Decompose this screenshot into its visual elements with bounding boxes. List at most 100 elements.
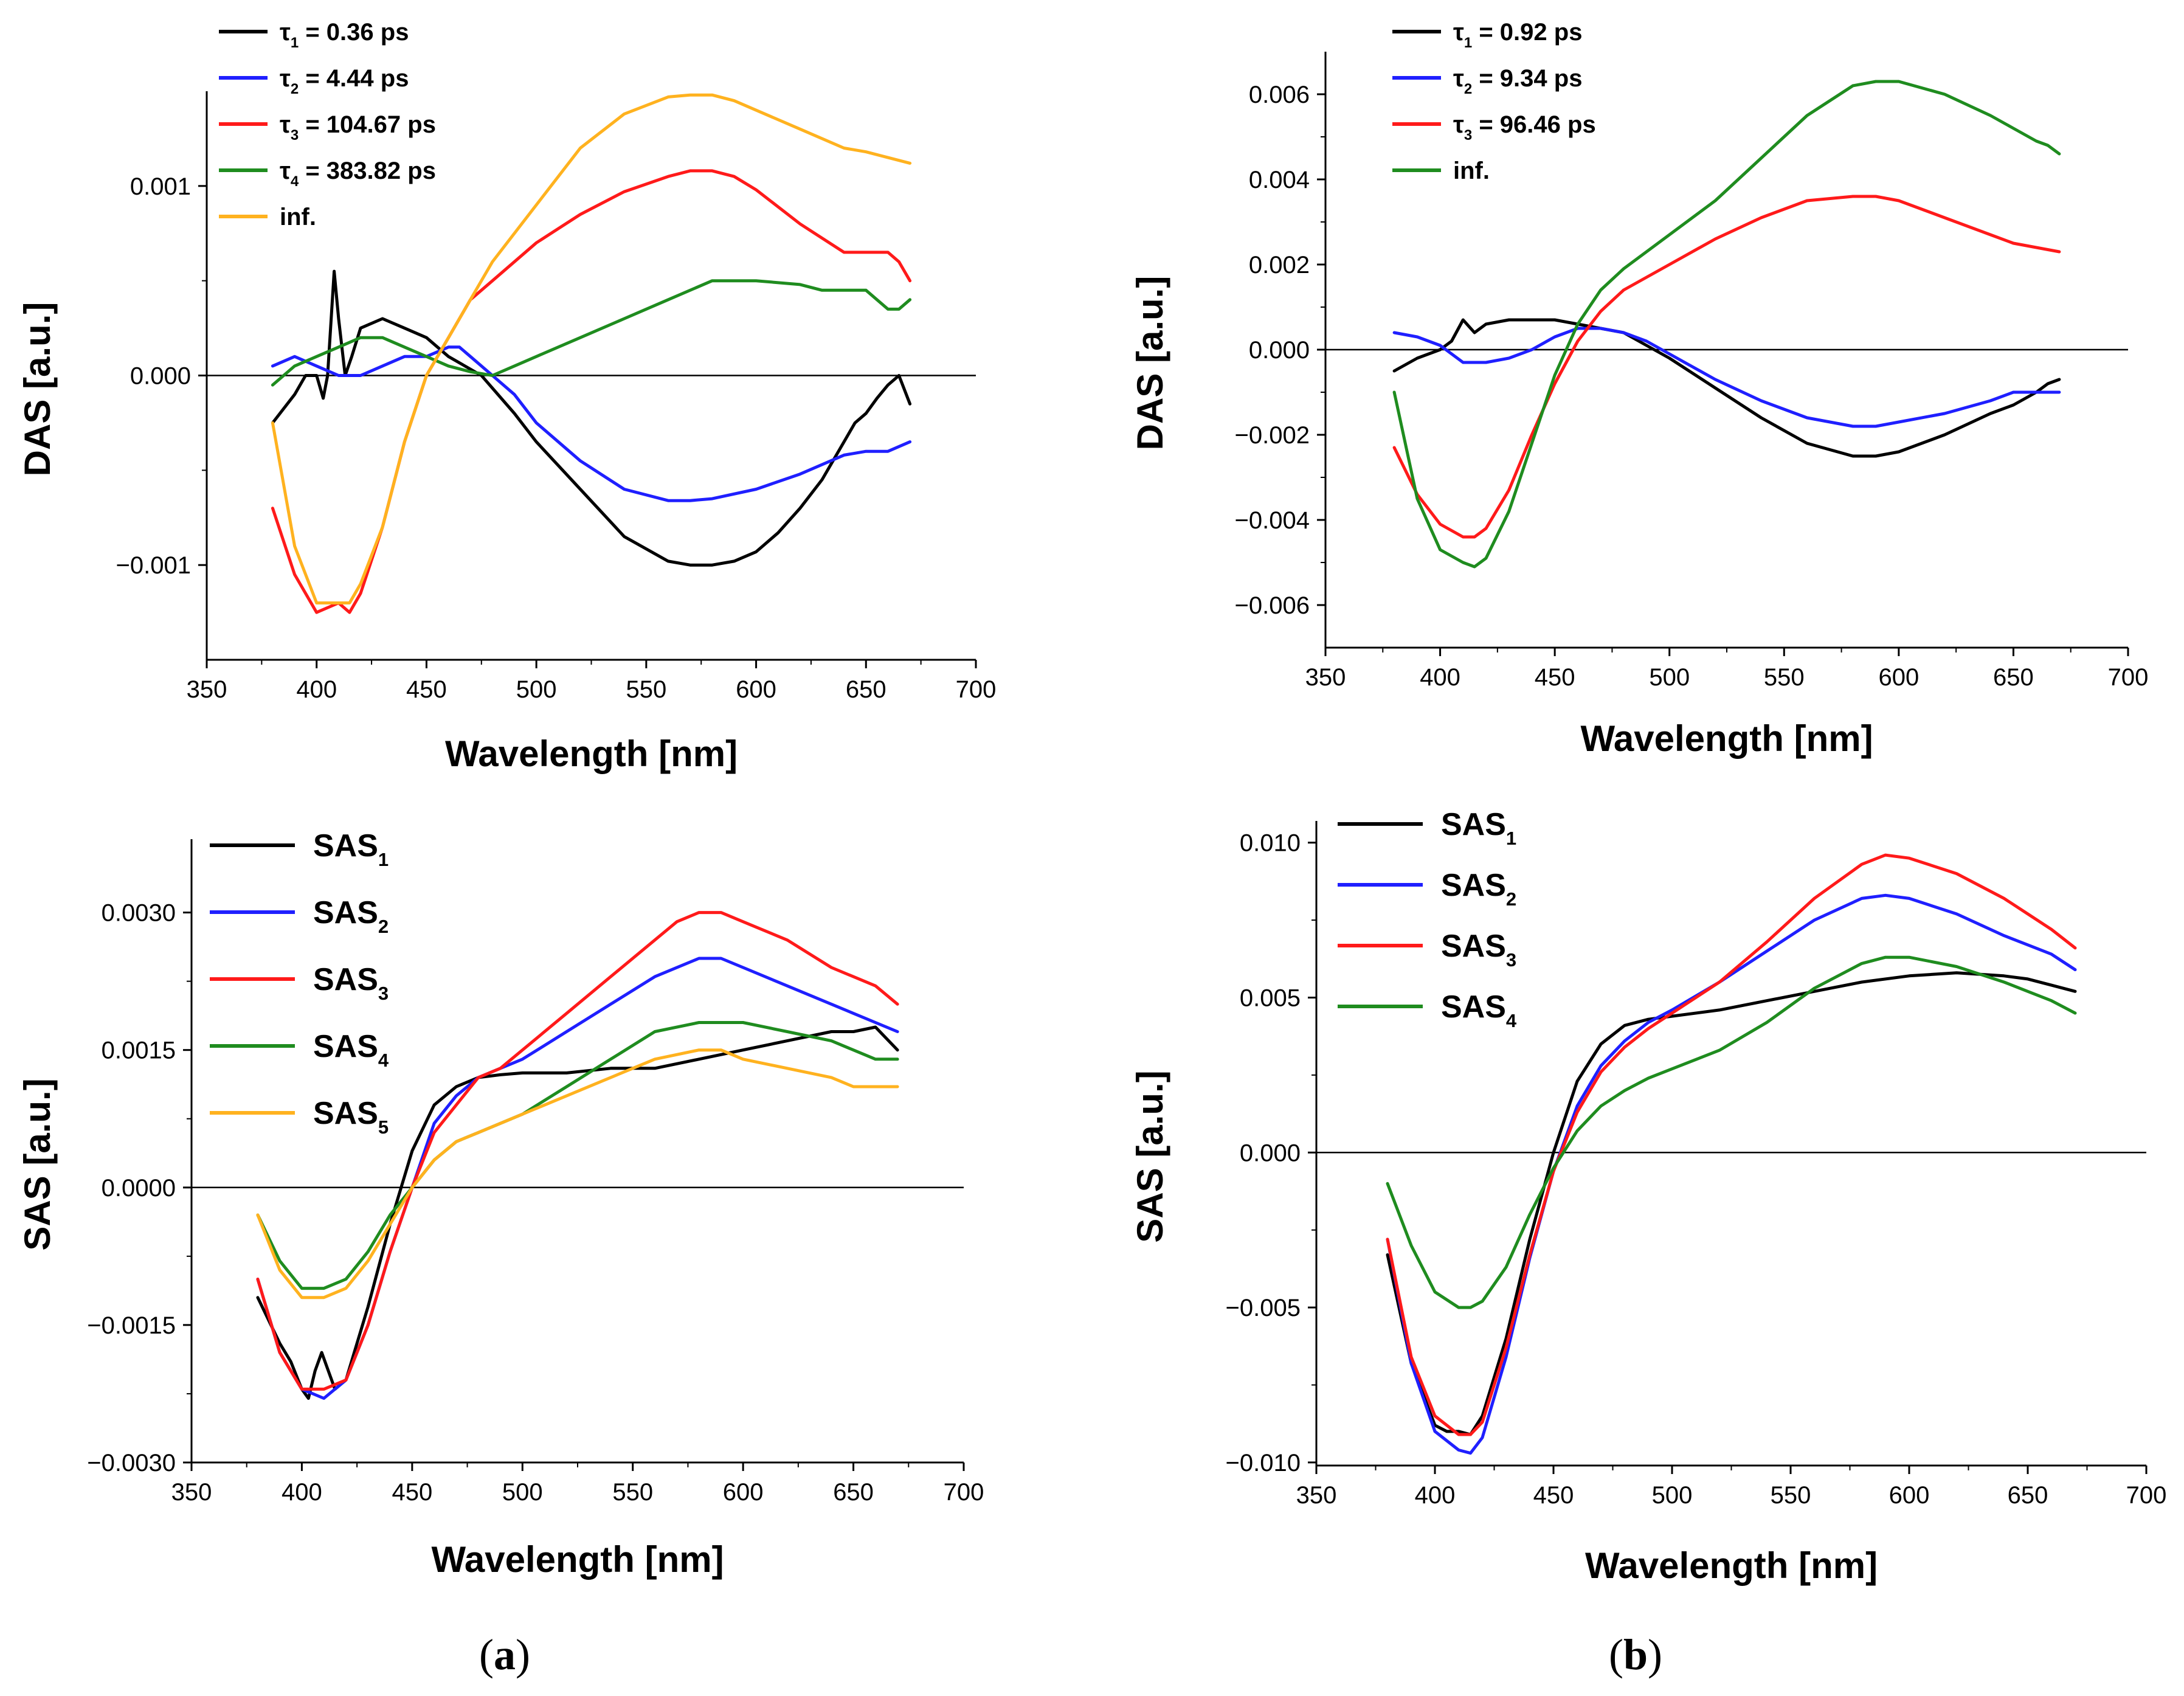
x-axis-label: Wavelength [nm]: [1580, 718, 1873, 759]
x-axis-label: Wavelength [nm]: [445, 733, 738, 774]
series-line-4: [271, 279, 912, 387]
legend-entry: SAS1: [313, 828, 389, 870]
legend-entry: τ1 = 0.36 ps: [280, 19, 409, 51]
series-line-3: [1386, 853, 2077, 1436]
series-line-1: [256, 1025, 899, 1400]
x-tick-label: 650: [846, 676, 886, 703]
x-tick-label: 650: [1993, 664, 2034, 691]
series-line-2: [1392, 327, 2061, 428]
legend-entry: SAS4: [313, 1029, 389, 1071]
x-tick-label: 600: [1889, 1482, 1930, 1509]
legend-entry: τ1 = 0.92 ps: [1453, 19, 1582, 51]
series-line-1: [271, 269, 912, 567]
x-tick-label: 350: [1305, 664, 1346, 691]
legend-entry: inf.: [1453, 157, 1490, 184]
x-tick-label: 500: [516, 676, 557, 703]
series-line-2: [1386, 893, 2077, 1455]
y-tick-label: −0.0030: [87, 1450, 176, 1476]
panel-label-b: (b): [1609, 1630, 1662, 1679]
chart-das-b: 350 400 450 500 550 600 650 700 −0.006 −0.004 −0.0…: [1130, 19, 2148, 759]
x-tick-label: 700: [944, 1479, 984, 1506]
legend-entry: SAS5: [313, 1096, 389, 1138]
x-tick-label: 350: [187, 676, 227, 703]
series-line-5: [271, 93, 912, 604]
legend-entry: SAS2: [1441, 868, 1516, 910]
y-tick-label: −0.002: [1235, 422, 1310, 449]
x-tick-label: 450: [1535, 664, 1575, 691]
x-tick-label: 450: [406, 676, 447, 703]
y-tick-label: −0.004: [1235, 507, 1310, 534]
legend-entry: τ2 = 4.44 ps: [280, 65, 409, 97]
y-tick-label: 0.001: [130, 173, 191, 200]
legend-entry: SAS2: [313, 895, 389, 937]
x-tick-label: 550: [1771, 1482, 1811, 1509]
y-tick-label: 0.000: [1240, 1140, 1301, 1166]
x-axis-label: Wavelength [nm]: [1585, 1545, 1878, 1586]
x-tick-label: 400: [1415, 1482, 1456, 1509]
y-tick-label: 0.0030: [102, 900, 176, 927]
x-tick-label: 550: [612, 1479, 653, 1506]
legend-entry: τ2 = 9.34 ps: [1453, 65, 1582, 97]
x-tick-label: 600: [1878, 664, 1919, 691]
chart-das-a: 350 400 450 500 550 600 650 700 −0.001 0.000 0.001…: [17, 19, 996, 774]
y-tick-label: 0.0015: [102, 1037, 176, 1064]
x-axis-label: Wavelength [nm]: [431, 1539, 724, 1580]
y-tick-label: 0.005: [1240, 985, 1301, 1011]
x-tick-label: 550: [626, 676, 666, 703]
series-line-3: [271, 169, 912, 614]
chart-sas-b: 350 400 450 500 550 600 650 700 −0.010 −0.005 0.00…: [1130, 807, 2166, 1586]
x-tick-label: 650: [2008, 1482, 2048, 1509]
y-tick-label: −0.005: [1226, 1295, 1301, 1321]
series-line-4: [1386, 955, 2077, 1309]
x-tick-label: 350: [171, 1479, 212, 1506]
legend-entry: τ3 = 96.46 ps: [1453, 111, 1596, 144]
y-tick-label: 0.000: [130, 363, 191, 390]
y-tick-label: 0.002: [1249, 252, 1310, 279]
y-tick-label: 0.010: [1240, 830, 1301, 857]
x-tick-label: 450: [392, 1479, 432, 1506]
legend-entry: τ3 = 104.67 ps: [280, 111, 436, 144]
y-axis-label: SAS [a.u.]: [17, 1078, 58, 1250]
y-tick-label: −0.010: [1226, 1450, 1301, 1476]
x-tick-label: 500: [502, 1479, 543, 1506]
x-tick-label: 550: [1764, 664, 1805, 691]
x-tick-label: 700: [956, 676, 997, 703]
series-line-3: [256, 911, 899, 1391]
panel-label-a: (a): [479, 1630, 530, 1679]
x-tick-label: 650: [833, 1479, 874, 1506]
series-line-1: [1392, 318, 2061, 458]
legend-entry: inf.: [280, 204, 316, 230]
x-tick-label: 400: [296, 676, 337, 703]
series-line-4: [1392, 80, 2061, 569]
x-tick-label: 700: [2126, 1482, 2167, 1509]
x-tick-label: 600: [736, 676, 776, 703]
y-tick-label: 0.000: [1249, 337, 1310, 364]
legend-entry: SAS3: [313, 962, 389, 1004]
x-tick-label: 400: [1420, 664, 1460, 691]
series-line-1: [1386, 971, 2077, 1436]
y-tick-label: 0.004: [1249, 167, 1310, 193]
x-tick-label: 600: [723, 1479, 764, 1506]
x-tick-label: 450: [1533, 1482, 1574, 1509]
x-tick-label: 500: [1649, 664, 1690, 691]
series-line-2: [256, 957, 899, 1400]
legend-entry: SAS4: [1441, 989, 1517, 1031]
legend-entry: τ4 = 383.82 ps: [280, 157, 436, 190]
legend-entry: SAS1: [1441, 807, 1516, 849]
y-axis-label: DAS [a.u.]: [17, 302, 58, 477]
series-line-2: [271, 345, 912, 502]
y-tick-label: −0.0015: [87, 1312, 176, 1339]
x-tick-label: 500: [1652, 1482, 1693, 1509]
legend-entry: SAS3: [1441, 929, 1516, 971]
x-tick-label: 700: [2108, 664, 2149, 691]
x-tick-label: 400: [282, 1479, 322, 1506]
y-tick-label: −0.006: [1235, 592, 1310, 619]
x-tick-label: 350: [1296, 1482, 1337, 1509]
y-tick-label: 0.006: [1249, 81, 1310, 108]
y-axis-label: DAS [a.u.]: [1130, 276, 1170, 451]
y-axis-label: SAS [a.u.]: [1130, 1070, 1170, 1242]
series-line-3: [1392, 195, 2061, 539]
y-tick-label: 0.0000: [102, 1175, 176, 1202]
y-tick-label: −0.001: [116, 552, 191, 579]
